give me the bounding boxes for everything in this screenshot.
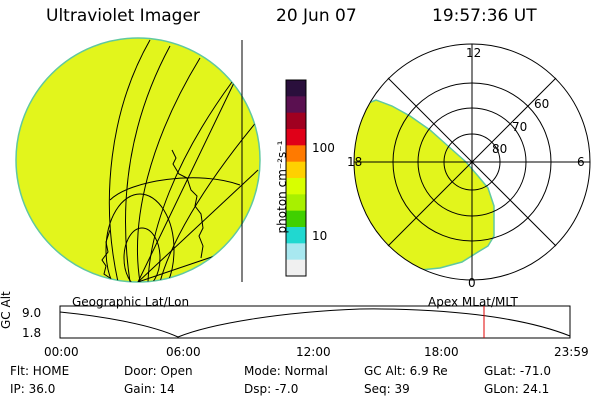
altitude-curve <box>59 308 571 338</box>
colorbar-segment <box>286 96 306 114</box>
observation-date: 20 Jun 07 <box>276 6 357 26</box>
altitude-ytick-high: 9.0 <box>22 306 42 320</box>
mlat-label-70: 70 <box>512 120 528 134</box>
colorbar-segment <box>286 145 306 163</box>
altitude-plot <box>59 305 571 339</box>
mlt-label-6: 6 <box>577 155 585 169</box>
colorbar <box>285 79 307 277</box>
altitude-xtick-2359: 23:59 <box>554 345 589 359</box>
colorbar-tick-10: 10 <box>312 229 328 243</box>
colorbar-segment <box>286 210 306 228</box>
altitude-xtick-1800: 18:00 <box>424 345 459 359</box>
info-glon: GLon: 24.1 <box>484 382 550 396</box>
colorbar-segment <box>286 243 306 261</box>
mlt-label-12: 12 <box>466 46 482 60</box>
colorbar-segment <box>286 129 306 146</box>
info-gc-alt: GC Alt: 6.9 Re <box>364 364 448 378</box>
info-mode: Mode: Normal <box>244 364 328 378</box>
altitude-xtick-0600: 06:00 <box>166 345 201 359</box>
altitude-ylabel: GC Alt <box>0 291 13 329</box>
info-gain: Gain: 14 <box>124 382 175 396</box>
observation-time: 19:57:36 UT <box>432 6 537 26</box>
colorbar-segment <box>286 259 306 277</box>
info-dsp: Dsp: -7.0 <box>244 382 299 396</box>
mlt-label-0: 0 <box>468 276 476 290</box>
colorbar-segment <box>286 227 306 244</box>
coastline <box>101 149 204 279</box>
colorbar-segment <box>286 161 306 179</box>
info-filter: Flt: HOME <box>10 364 70 378</box>
instrument-title: Ultraviolet Imager <box>46 6 200 26</box>
altitude-xtick-1200: 12:00 <box>296 345 331 359</box>
altitude-xtick-0000: 00:00 <box>44 345 79 359</box>
altitude-ytick-low: 1.8 <box>22 326 42 340</box>
mlat-label-80: 80 <box>492 142 508 156</box>
mlat-label-60: 60 <box>534 97 550 111</box>
info-glat: GLat: -71.0 <box>484 364 551 378</box>
info-seq: Seq: 39 <box>364 382 410 396</box>
colorbar-tick-100: 100 <box>312 141 335 155</box>
mlt-label-18: 18 <box>347 155 363 169</box>
colorbar-segment <box>286 194 306 212</box>
colorbar-segment <box>286 80 306 97</box>
info-ip: IP: 36.0 <box>10 382 56 396</box>
colorbar-segment <box>286 112 306 130</box>
info-door: Door: Open <box>124 364 193 378</box>
colorbar-segment <box>286 178 306 195</box>
apex-uv-region <box>354 99 495 271</box>
